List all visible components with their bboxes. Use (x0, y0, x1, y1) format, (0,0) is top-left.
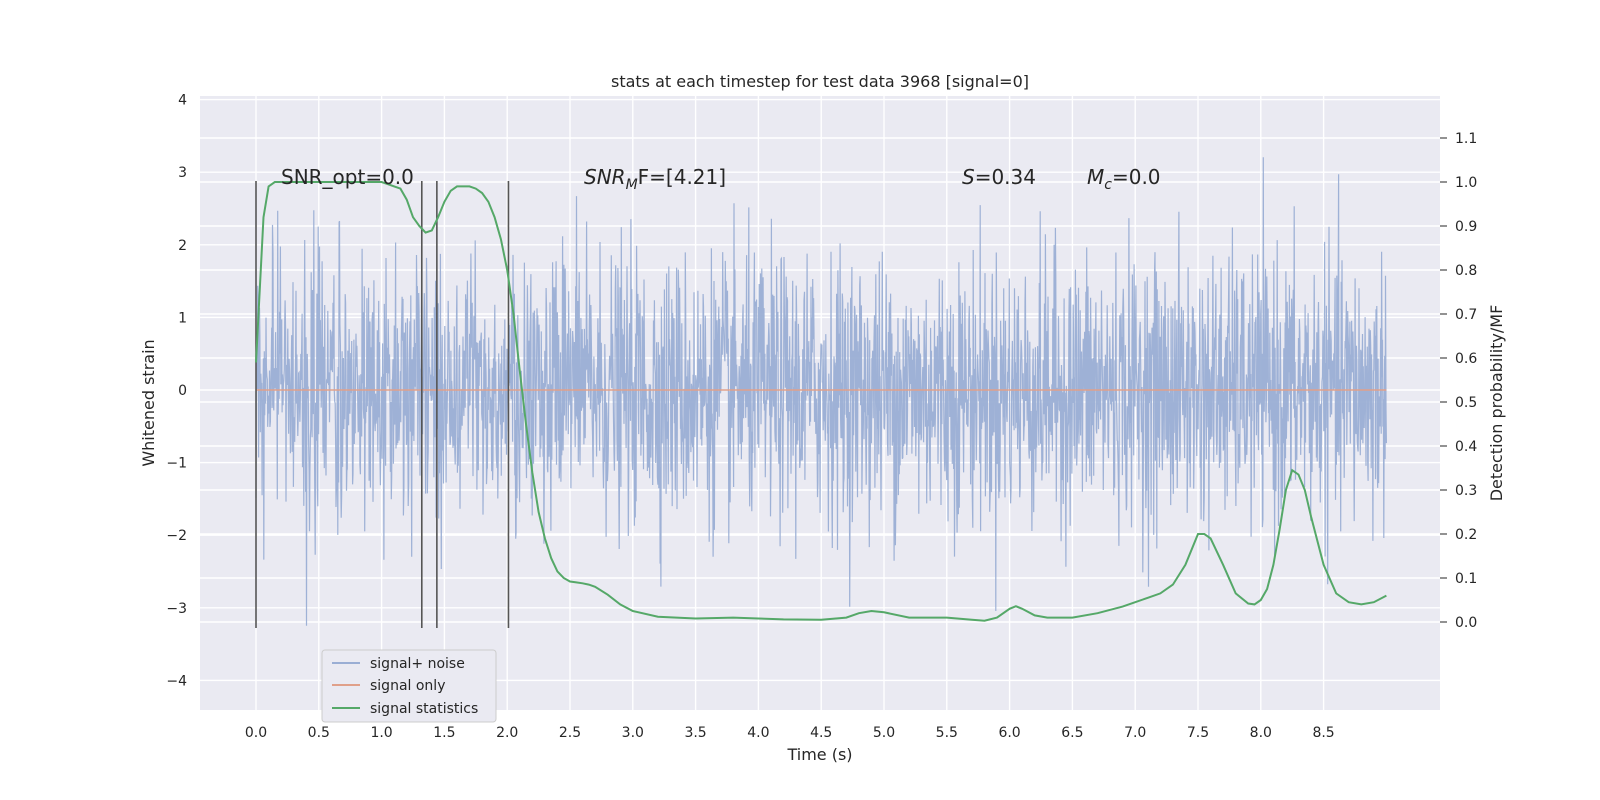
y2-tick-label: 1.1 (1455, 131, 1477, 147)
legend: signal+ noise signal only signal statist… (321, 649, 497, 723)
x-tick-label: 8.0 (1250, 725, 1272, 741)
y-tick-label: −3 (166, 601, 187, 617)
x-tick-label: 3.5 (684, 725, 706, 741)
x-tick-label: 6.0 (998, 725, 1020, 741)
legend-label-signal-noise: signal+ noise (370, 656, 465, 672)
x-tick-label: 2.5 (559, 725, 581, 741)
legend-label-signal-only: signal only (370, 678, 445, 694)
y2-tick-label: 0.7 (1455, 307, 1477, 323)
grid (200, 96, 1440, 710)
x-tick-label: 5.0 (873, 725, 895, 741)
y-axis-label: Whitened strain (139, 339, 158, 466)
x-tick-label: 7.0 (1124, 725, 1146, 741)
y2-tick-label: 0.5 (1455, 395, 1477, 411)
x-tick-label: 6.5 (1061, 725, 1083, 741)
x-tick-label: 3.0 (622, 725, 644, 741)
series-signal-statistics (255, 181, 1387, 622)
y-tick-label: 0 (178, 383, 187, 399)
y-tick-label: −1 (166, 456, 187, 472)
y2-tick-label: 1.0 (1455, 175, 1477, 191)
x-tick-label: 1.0 (370, 725, 392, 741)
y2-tick-label: 0.2 (1455, 527, 1477, 543)
y-tick-label: −2 (166, 528, 187, 544)
x-tick-label: 0.0 (245, 725, 267, 741)
chart-title: stats at each timestep for test data 396… (611, 72, 1029, 91)
y-tick-label: 2 (178, 238, 187, 254)
x-tick-label: 8.5 (1312, 725, 1334, 741)
noise-trace (255, 157, 1387, 626)
y2-axis-label: Detection probability/MF (1487, 305, 1506, 502)
y-tick-label: 4 (178, 93, 187, 109)
x-tick-label: 5.5 (936, 725, 958, 741)
x-tick-label: 4.5 (810, 725, 832, 741)
y2-tick-labels: 1.1 1.0 0.9 0.8 0.7 0.6 0.5 0.4 0.3 0.2 0.1 0.0 (1440, 131, 1477, 631)
legend-label-signal-statistics: signal statistics (370, 701, 478, 717)
y2-tick-label: 0.3 (1455, 483, 1477, 499)
y2-tick-label: 0.9 (1455, 219, 1477, 235)
legend-box (321, 649, 497, 723)
annotation-snr-opt: SNR_opt=0.0 (281, 165, 414, 189)
x-tick-labels: 0.0 0.5 1.0 1.5 2.0 2.5 3.0 3.5 4.0 4.5 5.0 5.5 6.0 6… (245, 725, 1335, 741)
marker-lines (255, 181, 510, 628)
y-tick-label: −4 (166, 673, 187, 689)
annotation-snr-mf: SNRMF=[4.21] (584, 165, 726, 193)
series-signal-noise (255, 157, 1387, 626)
x-tick-label: 7.5 (1187, 725, 1209, 741)
x-tick-label: 4.0 (747, 725, 769, 741)
y2-tick-label: 0.0 (1455, 615, 1477, 631)
y2-tick-label: 0.6 (1455, 351, 1477, 367)
y-tick-label: 1 (178, 310, 187, 326)
y2-tick-label: 0.1 (1455, 571, 1477, 587)
x-axis-label: Time (s) (786, 745, 852, 764)
annotation-s: S=0.34 (962, 165, 1036, 189)
x-tick-label: 1.5 (433, 725, 455, 741)
annotation-mc: Mc=0.0 (1087, 165, 1161, 193)
y-tick-labels: 4 3 2 1 0 −1 −2 −3 −4 (166, 93, 187, 690)
x-tick-label: 0.5 (308, 725, 330, 741)
y2-tick-label: 0.4 (1455, 439, 1477, 455)
x-tick-label: 2.0 (496, 725, 518, 741)
y2-tick-label: 0.8 (1455, 263, 1477, 279)
y-tick-label: 3 (178, 165, 187, 181)
